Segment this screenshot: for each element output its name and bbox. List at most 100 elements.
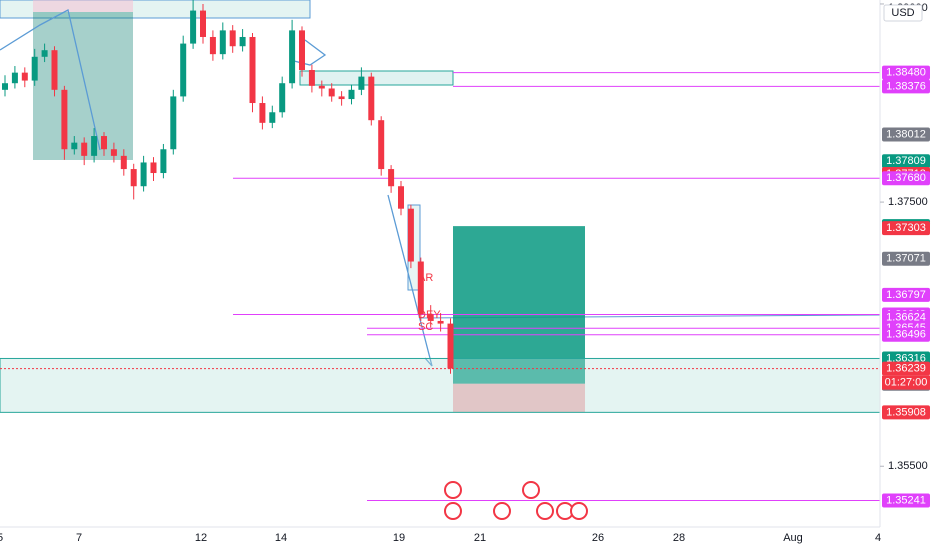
price-label: 1.36239: [886, 363, 926, 375]
candle-body: [398, 186, 404, 209]
candle-body: [170, 96, 177, 150]
target-zone: [453, 226, 585, 384]
annotation: AR: [418, 272, 433, 284]
candle-body: [299, 30, 305, 71]
candle-body: [2, 83, 8, 90]
x-tick-label: 5: [0, 532, 3, 544]
event-icon: [493, 502, 511, 520]
price-label: 1.38012: [886, 128, 926, 140]
candle-body: [358, 76, 365, 90]
price-label: 1.37303: [886, 222, 926, 234]
x-tick-label: 28: [673, 532, 685, 544]
countdown: 01:27:00: [885, 377, 928, 389]
candle-body: [61, 89, 68, 150]
candle-body: [219, 30, 226, 55]
candle-body: [259, 103, 266, 123]
price-label: 1.36624: [886, 312, 926, 324]
candle-body: [328, 88, 335, 97]
price-label: 1.36797: [886, 289, 926, 301]
candle-body: [180, 43, 187, 97]
price-label: 1.35908: [886, 406, 926, 418]
candle-body: [269, 112, 276, 123]
currency-box: [883, 4, 923, 22]
position-tool: [0, 226, 881, 413]
y-tick-label: 1.35500: [888, 460, 928, 472]
y-tick-label: 1.37500: [888, 196, 928, 208]
trend-arrow: [387, 194, 433, 367]
event-icon: [444, 502, 462, 520]
candle-body: [110, 149, 117, 156]
price-label: 1.37809: [886, 155, 926, 167]
candle-body: [239, 36, 246, 47]
candle-body: [407, 208, 414, 262]
candle-body: [437, 320, 444, 324]
trend-line: [0, 9, 101, 151]
price-label-box: [882, 327, 930, 342]
candle-body: [427, 314, 434, 321]
support-zone: [0, 357, 881, 413]
price-label: 1.35241: [886, 494, 926, 506]
price-label-box: [882, 361, 930, 376]
candle-body: [447, 323, 454, 369]
candle-body: [289, 30, 296, 84]
price-label-box: [882, 79, 930, 94]
price-label-box: [882, 65, 930, 80]
candle-body: [348, 89, 355, 100]
candle-body: [140, 162, 147, 187]
x-tick-label: 21: [474, 532, 486, 544]
candle-body: [190, 10, 197, 44]
candle-body: [417, 261, 424, 315]
candle-body: [51, 50, 58, 90]
price-label: 1.37071: [886, 253, 926, 265]
annotation: DEY: [418, 309, 441, 321]
x-tick-label: 7: [76, 532, 82, 544]
candle-body: [308, 70, 315, 86]
candle-body: [249, 36, 256, 104]
candle-body: [120, 155, 127, 170]
candle-body: [160, 149, 167, 174]
candle-body: [81, 142, 88, 156]
candle-body: [279, 83, 286, 113]
event-icon: [570, 502, 588, 520]
price-label-box: [882, 127, 930, 142]
countdown-box: [882, 375, 930, 390]
candle-body: [209, 36, 216, 55]
currency: USD: [891, 7, 914, 19]
x-tick-label: 19: [393, 532, 405, 544]
zone-box: [33, 0, 133, 12]
candle-body: [368, 76, 375, 121]
price-label-box: [882, 287, 930, 302]
candle-body: [150, 162, 157, 174]
candle-body: [101, 136, 107, 150]
stop-zone: [453, 383, 585, 413]
price-label: 1.37680: [886, 172, 926, 184]
annotation: SC: [418, 321, 433, 333]
candle-body: [91, 136, 98, 156]
event-icon: [444, 481, 462, 499]
event-icon: [522, 481, 540, 499]
x-tick-label: 14: [275, 532, 287, 544]
price-label-box: [882, 171, 930, 186]
price-label-box: [882, 405, 930, 420]
candle-body: [318, 85, 325, 89]
x-tick-label: 26: [592, 532, 604, 544]
price-label-box: [882, 251, 930, 266]
zone-box: [33, 12, 133, 160]
candle-body: [41, 50, 48, 57]
x-tick-label: Aug: [783, 532, 803, 544]
candle-body: [21, 72, 28, 81]
event-icon: [536, 502, 554, 520]
event-icons: [444, 481, 588, 520]
candle-body: [11, 72, 18, 84]
candle-body: [229, 30, 236, 47]
candle-body: [388, 169, 395, 187]
candle-body: [378, 120, 385, 170]
x-tick-label: 4: [875, 532, 881, 544]
price-label: 1.38376: [886, 80, 926, 92]
price-label-box: [882, 493, 930, 508]
candle-body: [130, 169, 137, 187]
price-label-box: [882, 221, 930, 236]
candle-body: [200, 10, 206, 37]
